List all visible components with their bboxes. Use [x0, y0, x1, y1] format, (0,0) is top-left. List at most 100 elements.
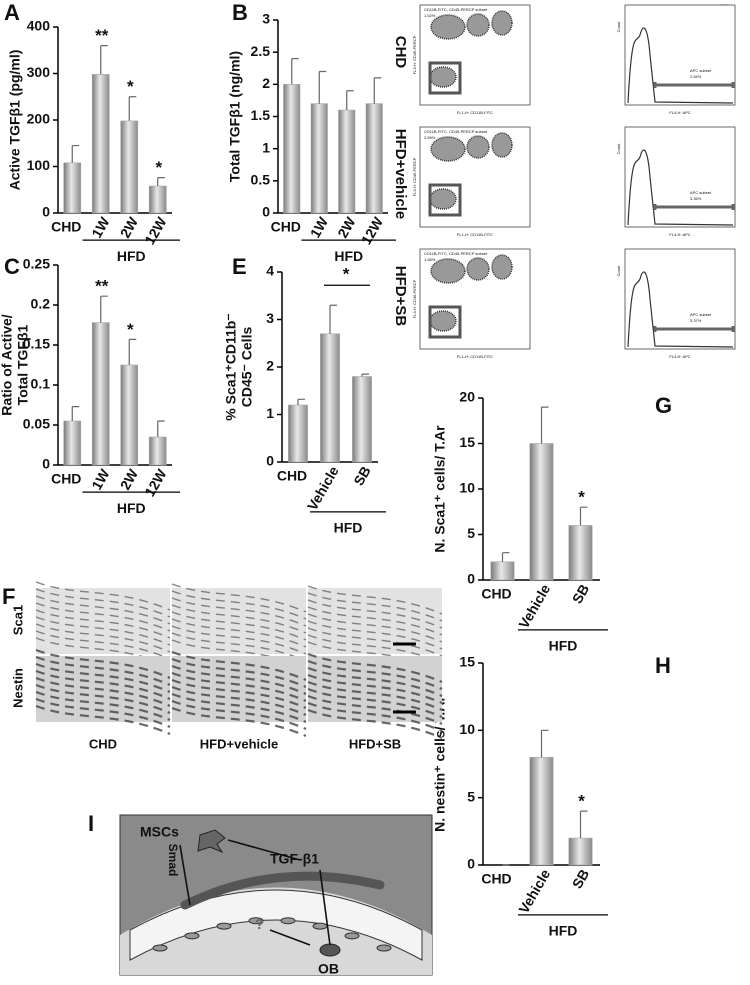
- tissue-fiber: [307, 641, 443, 671]
- panel-label: G: [655, 393, 672, 418]
- y-tick-label: 400: [27, 18, 51, 34]
- panel-label: F: [2, 584, 15, 609]
- tissue-fiber: [35, 655, 171, 687]
- group-label: HFD: [117, 248, 146, 264]
- scatter-x-label: FL1-H: CD11B-FITC: [457, 110, 493, 115]
- y-tick-label: 0.15: [23, 336, 50, 352]
- tissue-fiber: [35, 637, 171, 667]
- bar: [91, 74, 110, 214]
- tissue-fiber: [307, 673, 443, 705]
- panel-label: H: [655, 653, 671, 678]
- tissue-fiber: [307, 652, 443, 684]
- tissue-fiber: [171, 664, 307, 696]
- gate-percent: 1.58%: [424, 257, 436, 262]
- group-label: HFD: [334, 248, 363, 264]
- gate-percent: 2.59%: [424, 135, 436, 140]
- panel-label: I: [88, 811, 94, 836]
- tissue-fiber: [307, 592, 443, 622]
- bar: [568, 837, 593, 866]
- panel-label: B: [232, 0, 248, 25]
- tissue-fiber: [35, 630, 171, 660]
- tissue-fiber: [171, 590, 307, 620]
- y-tick-label: 0: [467, 856, 475, 872]
- significance-mark: *: [127, 320, 134, 339]
- y-tick-label: 0.5: [251, 172, 271, 188]
- tissue-fiber: [171, 604, 307, 634]
- cell-cluster: [429, 310, 457, 332]
- histogram-frame: [624, 4, 736, 106]
- tissue-fiber: [171, 597, 307, 627]
- hist-y-label: Count: [616, 143, 621, 155]
- group-label: HFD: [117, 500, 146, 516]
- bar: [148, 436, 167, 466]
- tissue-fiber: [307, 701, 443, 733]
- diagram-text: ?: [255, 916, 264, 933]
- tissue-fiber: [171, 632, 307, 662]
- cell: [216, 922, 232, 930]
- bar: [568, 525, 593, 581]
- error-bar: [501, 552, 510, 562]
- bar: [310, 103, 328, 214]
- bar: [490, 561, 515, 581]
- gate-percent: 1.52%: [424, 13, 436, 18]
- tissue-fiber: [171, 611, 307, 641]
- bar: [352, 376, 372, 463]
- y-axis-label: N. nestin⁺ cells/ T.Ar: [432, 696, 448, 832]
- y-tick-label: 200: [27, 111, 51, 127]
- bar: [283, 84, 301, 214]
- error-bar: [291, 58, 299, 85]
- x-tick-label: 2W: [117, 466, 142, 493]
- tissue-fiber: [35, 669, 171, 701]
- tissue-fiber: [307, 708, 443, 740]
- error-bar: [100, 295, 108, 323]
- tissue-fiber: [171, 692, 307, 724]
- comparison-label: *: [343, 265, 350, 284]
- arrows: [179, 839, 331, 946]
- tissue-fiber: [307, 680, 443, 712]
- x-tick-label: Vehicle: [515, 866, 553, 916]
- hist-x-label: FL4-H: APC: [669, 354, 690, 359]
- cell: [312, 922, 328, 930]
- y-tick-label: 20: [459, 389, 475, 405]
- y-tick-label: 0: [42, 204, 50, 220]
- y-tick-label: 5: [467, 788, 475, 804]
- cell: [152, 944, 168, 952]
- significance-mark: **: [95, 277, 109, 296]
- gate: [428, 183, 462, 217]
- cell-cluster: [429, 66, 457, 88]
- error-bar: [128, 338, 137, 365]
- y-tick-label: 3: [266, 310, 274, 326]
- tissue-fiber: [171, 657, 307, 689]
- scatter-y-label: FL3-H: CD45-PERCP: [412, 35, 417, 74]
- tissue-fiber: [35, 683, 171, 715]
- column-label: HFD+vehicle: [200, 736, 278, 751]
- cell-cluster: [430, 14, 466, 40]
- x-tick-label: 12W: [141, 466, 170, 500]
- bar: [63, 162, 82, 214]
- bar: [529, 443, 554, 581]
- apc-gate: [653, 204, 735, 210]
- x-tick-label: 12W: [141, 214, 170, 248]
- tissue-fiber: [35, 595, 171, 625]
- tissue-fiber: [171, 706, 307, 738]
- tissue-fiber: [307, 585, 443, 615]
- group-label: HFD: [334, 520, 363, 536]
- apc-percent: 3.36%: [690, 196, 702, 201]
- x-tick-label: 1W: [88, 466, 113, 493]
- x-tick-label: CHD: [277, 468, 307, 484]
- msc-cell: [197, 829, 226, 854]
- error-bar: [157, 420, 165, 437]
- hist-x-label: FL4-H: APC: [669, 110, 690, 115]
- error-bar: [71, 144, 80, 163]
- y-tick-label: 15: [459, 654, 475, 670]
- cell-cluster: [491, 132, 513, 158]
- tissue-fiber: [307, 606, 443, 636]
- y-tick-label: 2: [262, 75, 270, 91]
- hist-y-label: Count: [616, 265, 621, 277]
- significance-mark: *: [155, 158, 162, 177]
- error-bar: [373, 77, 382, 104]
- y-axis-label: N. Sca1⁺ cells/ T.Ar: [432, 425, 448, 553]
- error-bar: [540, 729, 549, 758]
- hist-y-label: Count: [616, 21, 621, 33]
- y-tick-label: 0: [262, 204, 270, 220]
